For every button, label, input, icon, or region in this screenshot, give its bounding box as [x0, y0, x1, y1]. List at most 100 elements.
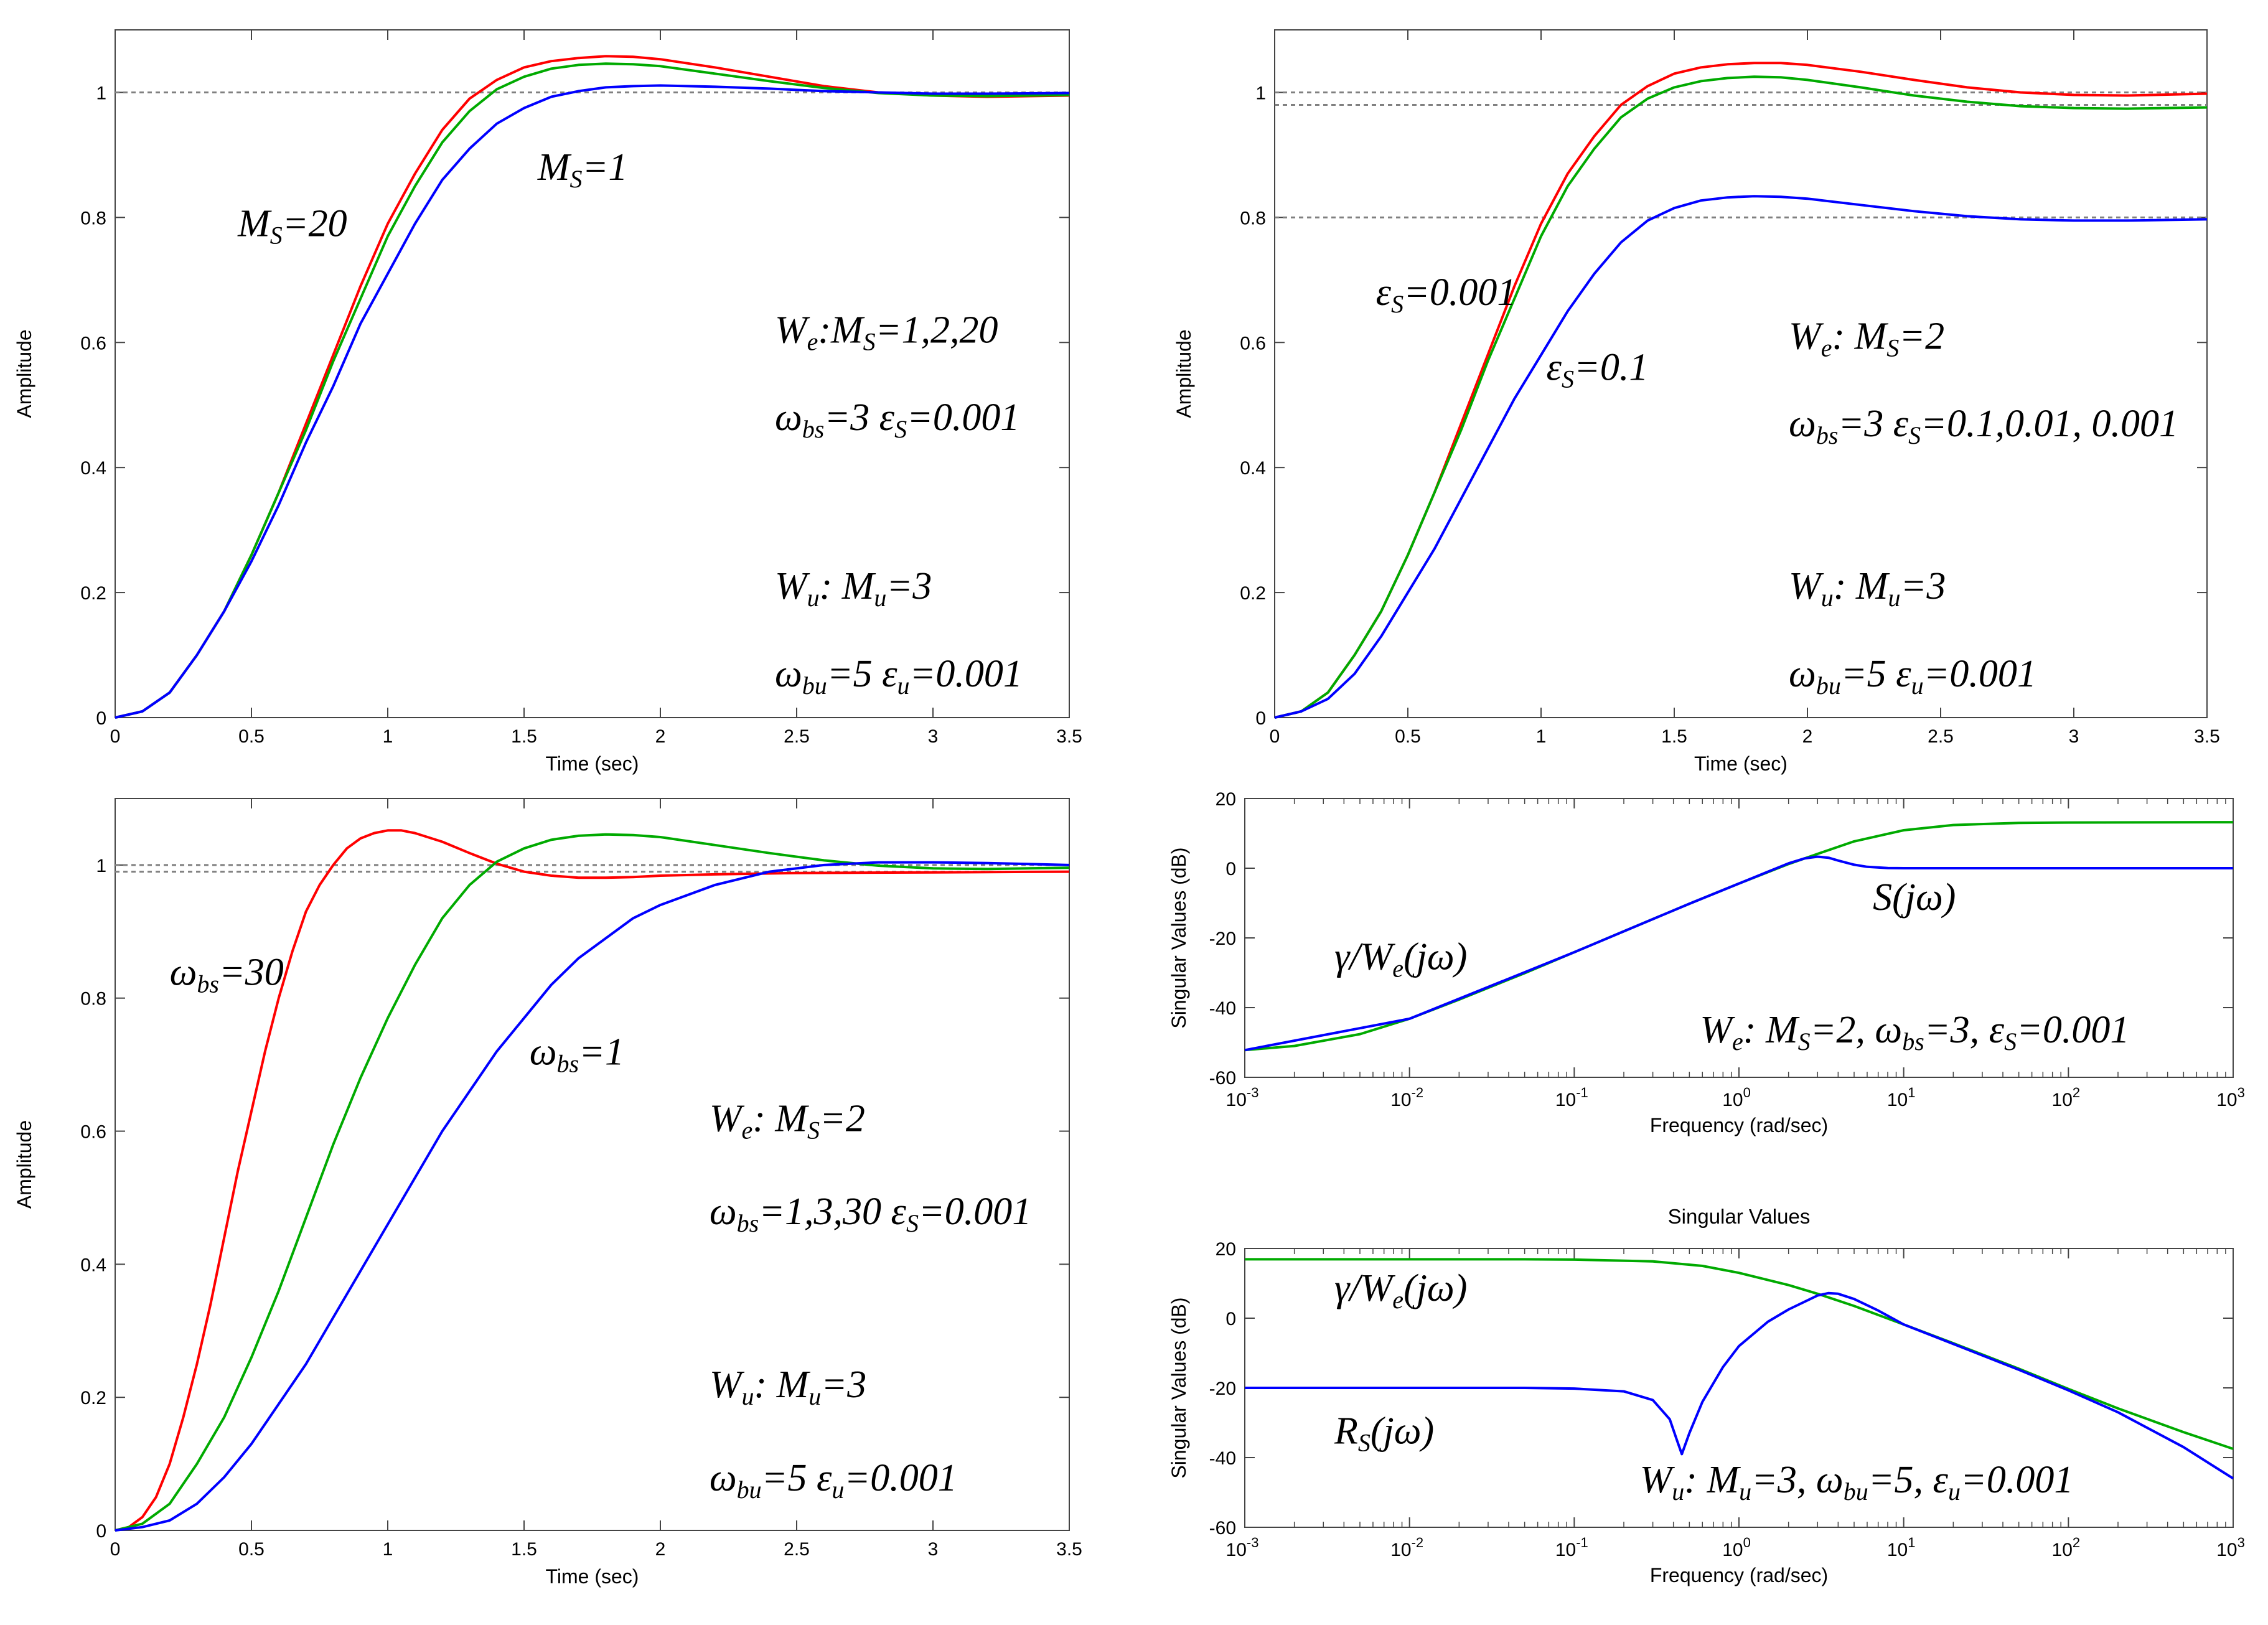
- x-tick-label: 101: [1887, 1085, 1916, 1110]
- chart-p1: 0 0.5 1 1.5 2 2.5 3 3.5 0 0.2 0.4 0.6 0.8 1 Time (sec)…: [13, 29, 1082, 775]
- x-axis-label: Time (sec): [546, 752, 639, 775]
- series-line: [1274, 195, 2208, 719]
- x-tick-label: 3: [928, 726, 939, 747]
- x-tick-label: 3.5: [2194, 726, 2220, 747]
- x-tick-label: 1: [383, 726, 393, 747]
- y-tick-label: 0.8: [1240, 208, 1266, 228]
- annotation: γ/We(jω): [1334, 1267, 1467, 1314]
- x-tick-label: 3.5: [1056, 1539, 1082, 1560]
- y-tick-label: 0.4: [80, 458, 106, 479]
- y-tick-label: 0.4: [1240, 458, 1266, 479]
- x-tick-label: 1: [1536, 726, 1547, 747]
- annotation: ωbs=3 εS=0.1,0.01, 0.001: [1789, 403, 2178, 449]
- x-tick-label: 100: [1722, 1085, 1751, 1110]
- y-tick-label: 0.2: [1240, 583, 1266, 604]
- chart-p5: 10-3 10-2 10-1 100 101 102 103 -60 -40 -20 0 20 Freq…: [1168, 1205, 2245, 1586]
- x-tick-label: 100: [1722, 1535, 1751, 1560]
- x-tick-label: 1.5: [511, 726, 537, 747]
- x-axis-label: Time (sec): [1694, 752, 1788, 775]
- y-tick-label: 20: [1216, 789, 1236, 810]
- x-tick-label: 101: [1887, 1535, 1916, 1560]
- annotation: MS=1: [537, 146, 628, 193]
- series-line: [1245, 1258, 2234, 1450]
- annotation: γ/We(jω): [1334, 935, 1467, 982]
- x-tick-label: 2.5: [784, 726, 810, 747]
- annotation: ωbu=5 εu=0.001: [775, 653, 1023, 700]
- y-tick-label: 20: [1216, 1239, 1236, 1260]
- series-line: [115, 861, 1070, 1532]
- y-tick-label: -40: [1209, 998, 1236, 1019]
- annotation: ωbs=30: [170, 951, 284, 998]
- plot-frame: [115, 29, 1070, 718]
- x-tick-label: 1.5: [511, 1539, 537, 1560]
- y-tick-label: -40: [1209, 1448, 1236, 1469]
- x-axis-label: Time (sec): [546, 1565, 639, 1588]
- x-tick-label: 10-1: [1555, 1085, 1588, 1110]
- x-tick-label: 3: [928, 1539, 939, 1560]
- annotation: MS=20: [237, 203, 347, 250]
- x-tick-label: 102: [2052, 1085, 2081, 1110]
- annotation: Wu: Mu=3: [1789, 565, 1946, 612]
- y-tick-label: 0.8: [80, 989, 106, 1009]
- y-tick-label: 1: [96, 856, 106, 876]
- x-tick-label: 0.5: [238, 726, 265, 747]
- annotation: ωbu=5 εu=0.001: [710, 1457, 957, 1504]
- annotation: ωbu=5 εu=0.001: [1789, 653, 2036, 700]
- y-axis-label: Amplitude: [13, 329, 35, 418]
- annotation: εS=0.001: [1376, 271, 1517, 318]
- x-tick-label: 3.5: [1056, 726, 1082, 747]
- x-axis-label: Frequency (rad/sec): [1650, 1114, 1828, 1136]
- annotation: ωbs=1,3,30 εS=0.001: [710, 1191, 1031, 1237]
- series-line: [1274, 75, 2208, 719]
- chart-title: Singular Values: [1668, 1205, 1811, 1228]
- y-tick-label: 0: [1225, 1309, 1236, 1329]
- x-tick-label: 103: [2216, 1085, 2245, 1110]
- x-tick-label: 10-2: [1390, 1535, 1423, 1560]
- chart-p3: 0 0.5 1 1.5 2 2.5 3 3.5 0 0.2 0.4 0.6 0.8 1 Time (sec)…: [13, 798, 1082, 1588]
- annotation: We: MS=2: [710, 1098, 865, 1145]
- x-tick-label: 0.5: [238, 1539, 265, 1560]
- x-tick-label: 0.5: [1395, 726, 1421, 747]
- x-tick-label: 10-2: [1390, 1085, 1423, 1110]
- x-axis-label: Frequency (rad/sec): [1650, 1564, 1828, 1586]
- series-line: [115, 833, 1070, 1532]
- x-tick-label: 102: [2052, 1535, 2081, 1560]
- annotation: We: MS=2: [1789, 315, 1944, 362]
- annotation: RS(jω): [1334, 1410, 1434, 1457]
- x-tick-label: 10-3: [1226, 1535, 1259, 1560]
- series-line: [1245, 1291, 2234, 1480]
- y-tick-label: 0.6: [1240, 333, 1266, 354]
- y-tick-label: 0: [1225, 859, 1236, 879]
- x-tick-label: 3: [2069, 726, 2079, 747]
- y-tick-label: 0.2: [80, 583, 106, 604]
- x-tick-label: 0: [110, 726, 121, 747]
- x-tick-label: 10-1: [1555, 1535, 1588, 1560]
- annotation: ωbs=3 εS=0.001: [775, 396, 1019, 443]
- y-tick-label: -20: [1209, 1379, 1236, 1399]
- annotation: We: MS=2, ωbs=3, εS=0.001: [1700, 1009, 2129, 1056]
- annotation: εS=0.1: [1547, 347, 1649, 393]
- chart-p2: 0 0.5 1 1.5 2 2.5 3 3.5 0 0.2 0.4 0.6 0.8 1 Time (sec)…: [1173, 29, 2220, 775]
- annotation: S(jω): [1873, 876, 1956, 919]
- x-tick-label: 0: [110, 1539, 121, 1560]
- x-tick-label: 2: [655, 726, 666, 747]
- plot-frame: [115, 798, 1070, 1531]
- y-tick-label: -20: [1209, 929, 1236, 949]
- x-tick-label: 2.5: [1928, 726, 1954, 747]
- series-line: [115, 62, 1070, 719]
- y-tick-label: 0: [96, 708, 106, 729]
- y-tick-label: 0.6: [80, 1122, 106, 1143]
- y-tick-label: -60: [1209, 1518, 1236, 1538]
- series-line: [115, 84, 1070, 719]
- y-tick-label: -60: [1209, 1068, 1236, 1089]
- chart-p4: 10-3 10-2 10-1 100 101 102 103 -60 -40 -20 0 20 Freq…: [1168, 789, 2245, 1136]
- x-tick-label: 1: [383, 1539, 393, 1560]
- y-axis-label: Amplitude: [13, 1120, 35, 1209]
- annotation: Wu: Mu=3: [710, 1364, 866, 1410]
- x-tick-label: 0: [1270, 726, 1280, 747]
- plot-frame: [1274, 29, 2208, 718]
- annotation: Wu: Mu=3, ωbu=5, εu=0.001: [1640, 1459, 2074, 1506]
- x-tick-label: 2: [1802, 726, 1813, 747]
- annotation: We:MS=1,2,20: [775, 309, 998, 355]
